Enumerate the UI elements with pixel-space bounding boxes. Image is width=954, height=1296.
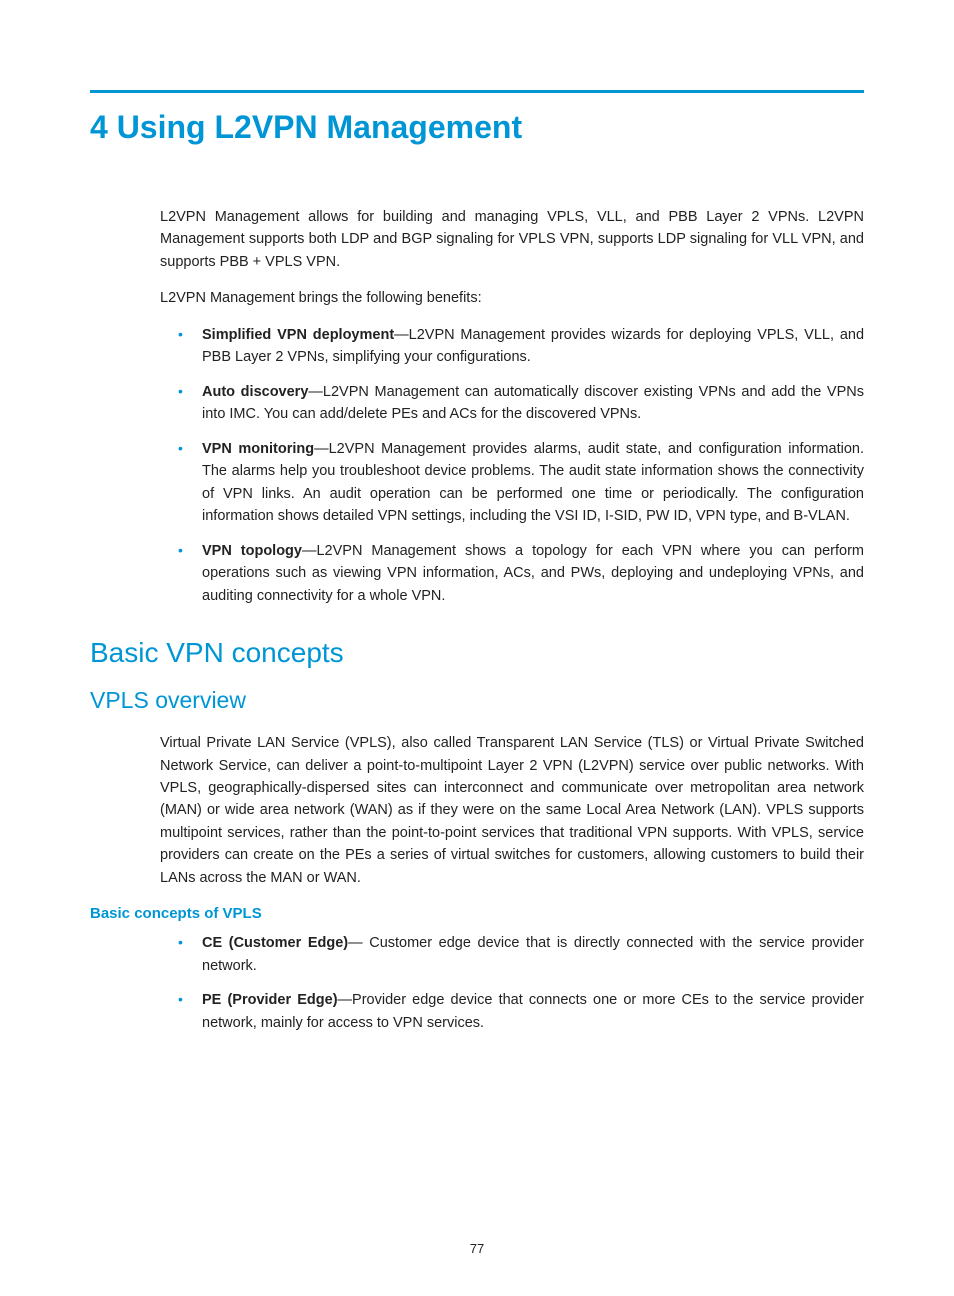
- top-rule: [90, 90, 864, 93]
- benefits-list: Simplified VPN deployment —L2VPN Manageme…: [160, 324, 864, 607]
- concept-item: CE (Customer Edge)— Customer edge device…: [160, 932, 864, 977]
- benefit-term: Auto discovery: [202, 384, 308, 400]
- concept-item: PE (Provider Edge)—Provider edge device …: [160, 989, 864, 1034]
- intro-paragraph-1: L2VPN Management allows for building and…: [160, 206, 864, 273]
- chapter-title: 4 Using L2VPN Management: [90, 109, 864, 146]
- benefit-item: Simplified VPN deployment—L2VPN Manageme…: [160, 324, 864, 369]
- benefit-desc: —L2VPN Management shows a topology for e…: [202, 543, 864, 604]
- benefit-term: VPN monitoring: [202, 441, 314, 457]
- minor-basic-concepts-vpls: Basic concepts of VPLS: [90, 905, 864, 922]
- subsection-vpls-overview: VPLS overview: [90, 687, 864, 714]
- intro-paragraph-2: L2VPN Management brings the following be…: [160, 287, 864, 309]
- page: 4 Using L2VPN Management L2VPN Managemen…: [0, 0, 954, 1296]
- concept-term: CE (Customer Edge): [202, 935, 348, 951]
- benefit-item: Auto discovery—L2VPN Management can auto…: [160, 381, 864, 426]
- section-basic-vpn-concepts: Basic VPN concepts: [90, 637, 864, 669]
- benefit-item: VPN topology—L2VPN Management shows a to…: [160, 540, 864, 607]
- vpls-concepts-list: CE (Customer Edge)— Customer edge device…: [160, 932, 864, 1034]
- benefit-term: Simplified VPN deployment: [202, 327, 394, 343]
- vpls-overview-block: Virtual Private LAN Service (VPLS), also…: [160, 732, 864, 889]
- benefit-item: VPN monitoring—L2VPN Management provides…: [160, 438, 864, 528]
- vpls-overview-paragraph: Virtual Private LAN Service (VPLS), also…: [160, 732, 864, 889]
- page-number: 77: [0, 1241, 954, 1256]
- intro-block: L2VPN Management allows for building and…: [160, 206, 864, 607]
- vpls-concepts-block: CE (Customer Edge)— Customer edge device…: [160, 932, 864, 1034]
- concept-term: PE (Provider Edge): [202, 992, 338, 1008]
- benefit-term: VPN topology: [202, 543, 302, 559]
